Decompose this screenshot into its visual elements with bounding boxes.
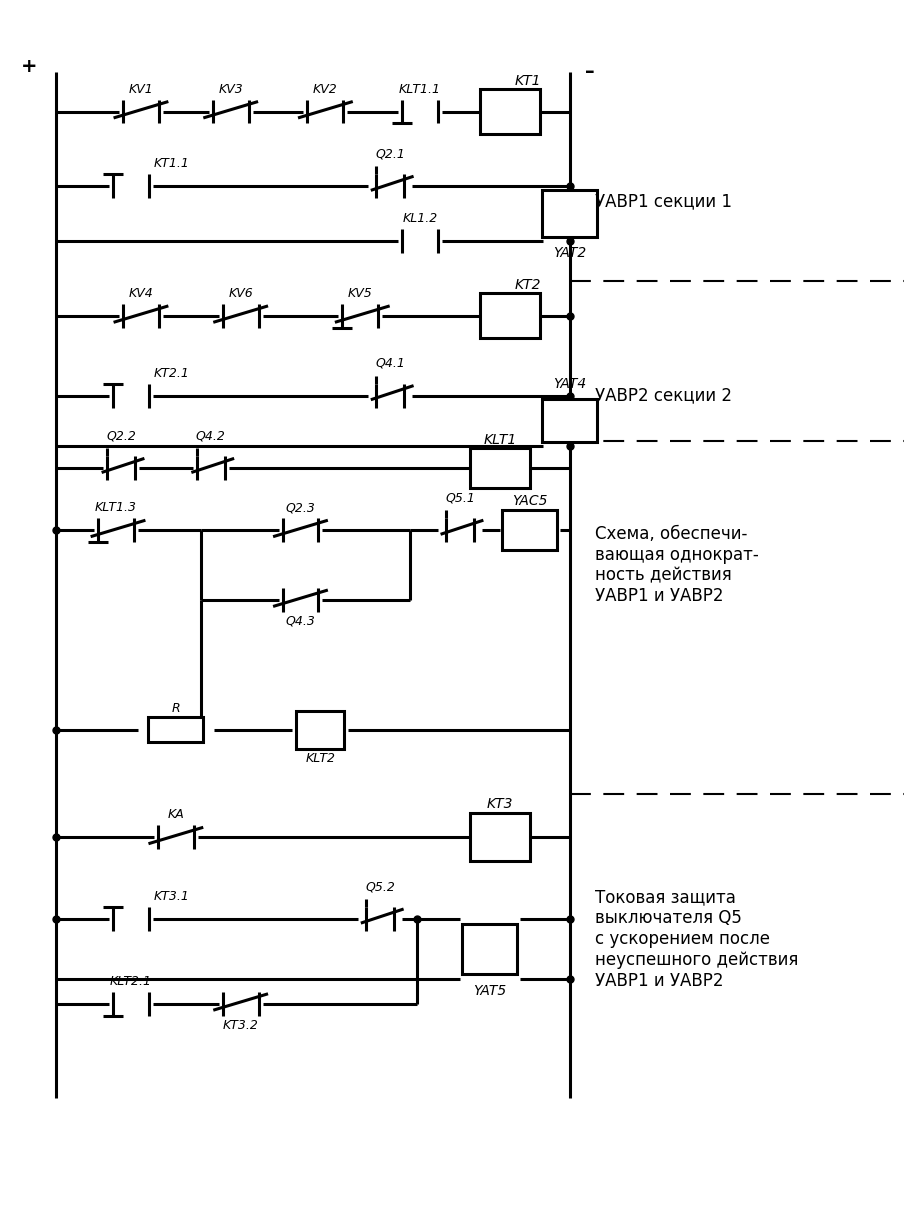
Bar [470,449,530,489]
Text: KA: KA [168,808,184,822]
Text: Q4.2: Q4.2 [196,429,226,442]
Text: KL1.2: KL1.2 [403,212,438,226]
Text: KLT1.3: KLT1.3 [95,501,137,514]
Text: Q5.2: Q5.2 [366,880,395,894]
Text: УАВР1 секции 1: УАВР1 секции 1 [595,193,732,210]
Bar [297,711,345,748]
Text: УАВР2 секции 2: УАВР2 секции 2 [595,386,732,405]
Text: KLT1.1: KLT1.1 [399,83,441,95]
Text: KV3: KV3 [219,83,243,95]
Bar [470,813,530,862]
Text: –: – [585,62,594,80]
Bar [480,294,540,339]
Text: KT2.1: KT2.1 [154,367,190,379]
Text: KV4: KV4 [129,286,153,300]
Bar [542,400,597,441]
Text: R: R [171,702,180,714]
Text: YAT5: YAT5 [473,984,506,998]
Text: KLT2: KLT2 [306,752,336,764]
Text: Q4.1: Q4.1 [375,357,405,369]
Text: KT3.2: KT3.2 [223,1019,258,1031]
Text: KT2: KT2 [515,278,541,293]
Text: KV2: KV2 [313,83,337,95]
Text: Токовая защита
выключателя Q5
с ускорением после
неуспешного действия
УАВР1 и УА: Токовая защита выключателя Q5 с ускорени… [595,889,798,990]
Text: KV1: KV1 [129,83,153,95]
Text: KT1.1: KT1.1 [154,157,190,171]
Text: KT3: KT3 [487,797,513,812]
Text: KLT2.1: KLT2.1 [110,975,152,987]
Text: YAT4: YAT4 [553,377,586,390]
Bar [480,89,540,134]
Bar [149,717,203,742]
Text: Q2.1: Q2.1 [375,147,405,161]
Text: KV6: KV6 [229,286,253,300]
Bar [463,924,517,974]
Bar [542,190,597,236]
Text: KT3.1: KT3.1 [154,890,190,903]
Text: Q2.2: Q2.2 [106,429,136,442]
Text: KLT1: KLT1 [483,433,516,446]
Bar [502,511,557,550]
Text: YAC5: YAC5 [512,495,548,508]
Text: Q5.1: Q5.1 [445,491,475,505]
Text: Q2.3: Q2.3 [286,501,316,514]
Text: Схема, обеспечи-
вающая однократ-
ность действия
УАВР1 и УАВР2: Схема, обеспечи- вающая однократ- ность … [595,525,758,606]
Text: Q4.3: Q4.3 [286,614,316,628]
Text: KV5: KV5 [348,286,373,300]
Text: YAT2: YAT2 [553,246,586,260]
Text: KT1: KT1 [515,73,541,88]
Text: +: + [22,57,38,76]
